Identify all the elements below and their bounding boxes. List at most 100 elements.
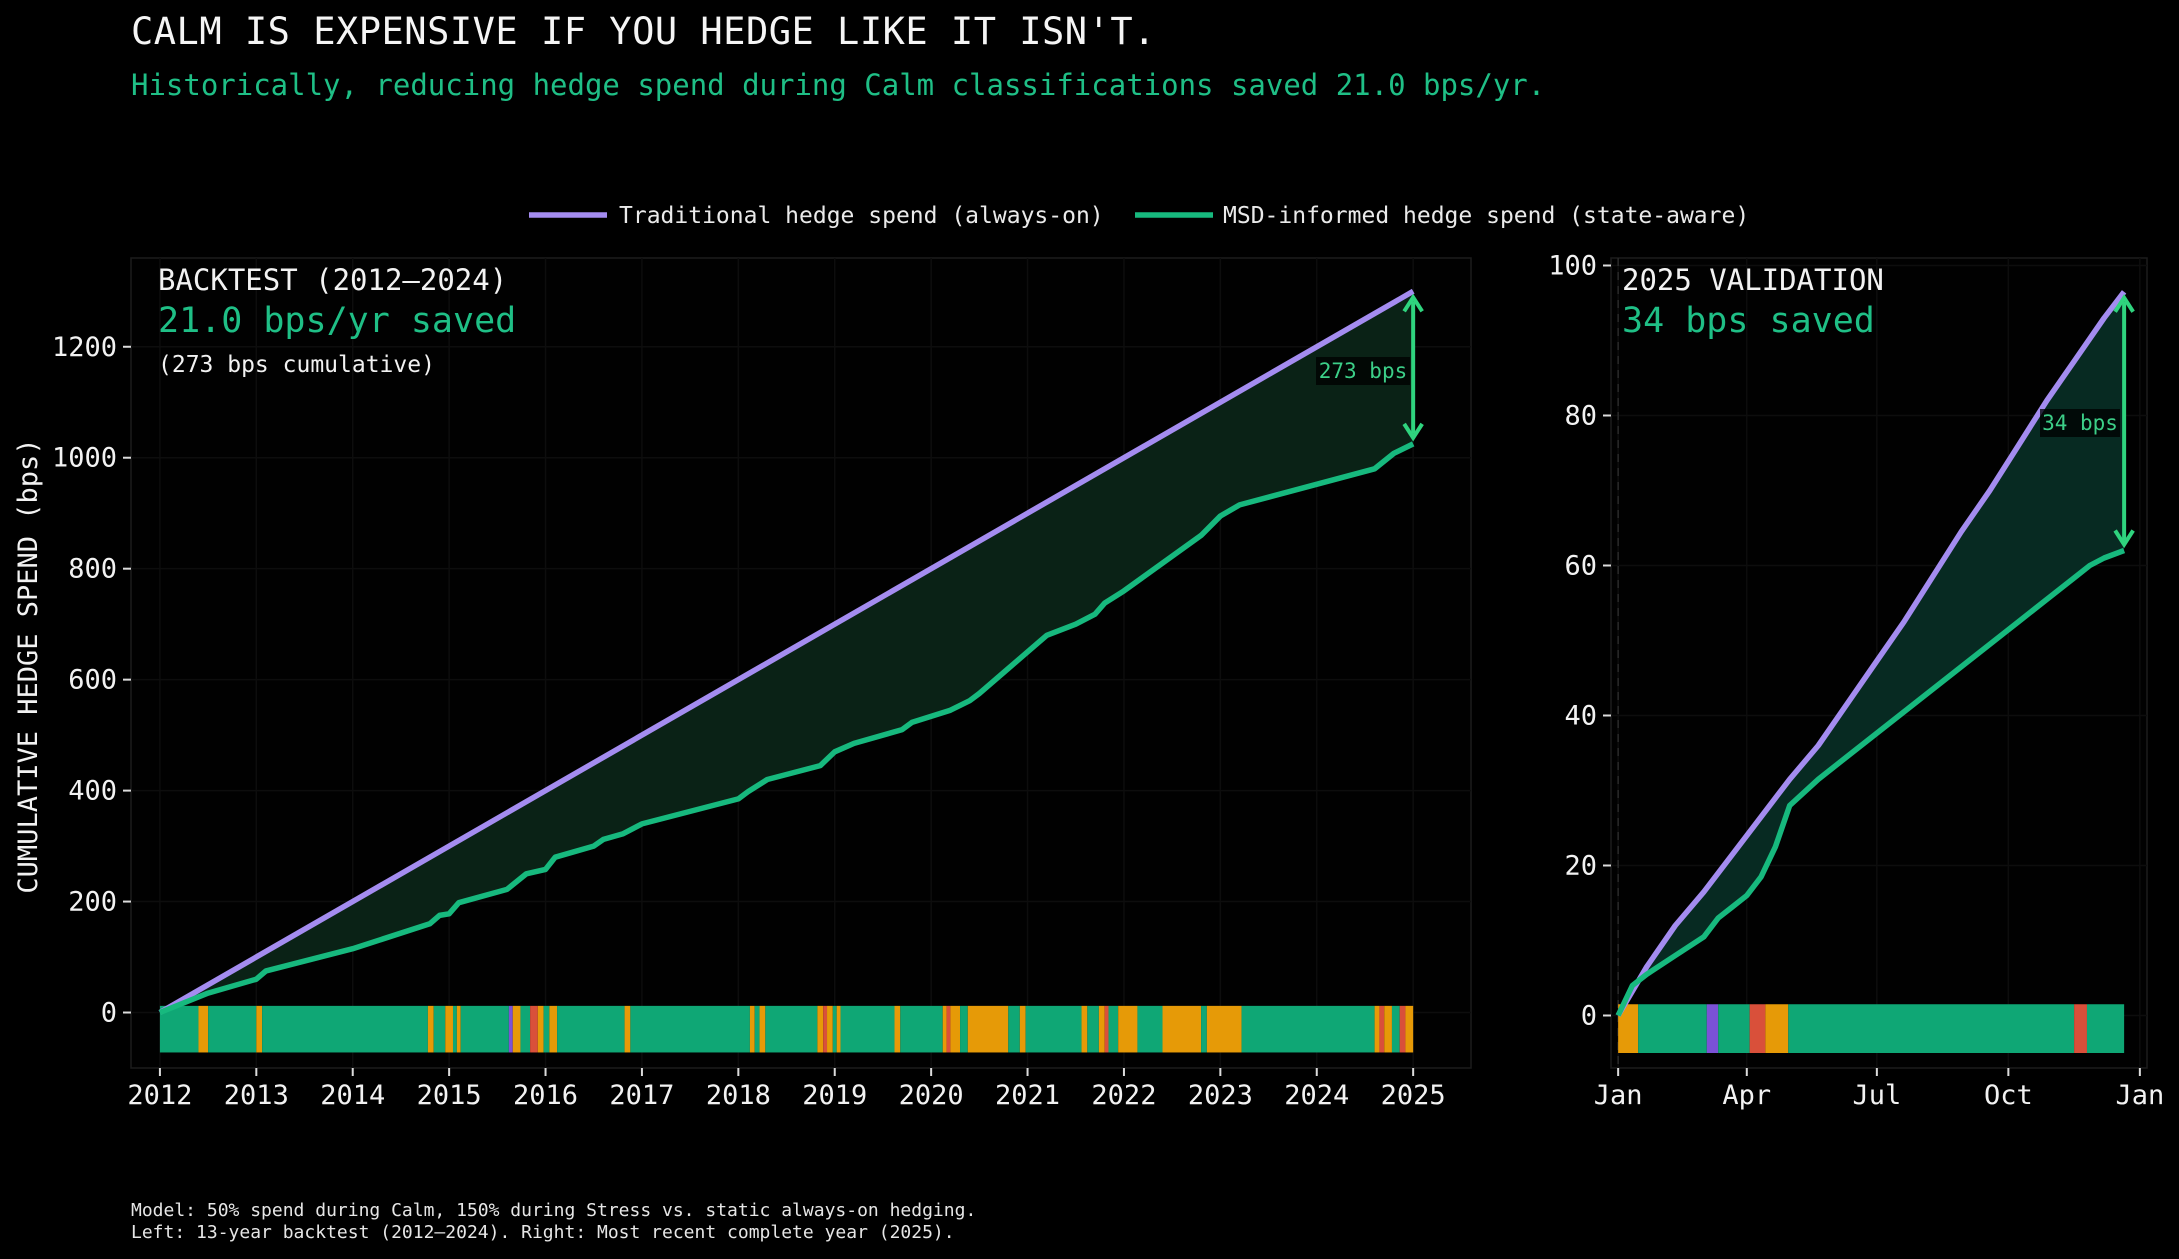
regime-segment-red: [1399, 1005, 1406, 1053]
x-tick-label: 2012: [127, 1080, 192, 1111]
regime-segment-purple: [508, 1005, 513, 1053]
regime-segment-orange: [1081, 1005, 1088, 1053]
regime-segment-orange: [1118, 1005, 1138, 1053]
validation-traditional-line: [1615, 290, 2127, 1017]
x-tick-label: 2014: [320, 1080, 385, 1111]
backtest-regime-bar: [159, 1005, 1414, 1053]
regime-segment-orange: [445, 1005, 453, 1053]
regime-segment-orange: [1206, 1005, 1242, 1053]
validation-savings-arrow: [2113, 294, 2135, 549]
y-tick-label: 60: [1564, 551, 1597, 582]
x-tick-label: 2013: [224, 1080, 289, 1111]
x-tick-label: 2016: [513, 1080, 578, 1111]
regime-segment-calm: [1241, 1005, 1375, 1053]
regime-segment-calm: [960, 1005, 968, 1053]
regime-segment-calm: [1087, 1005, 1099, 1053]
regime-segment-orange: [1019, 1005, 1026, 1053]
regime-segment-calm: [1201, 1005, 1207, 1053]
regime-segment-orange: [817, 1005, 824, 1053]
regime-segment-orange: [549, 1005, 558, 1053]
validation-regime-bar: [1618, 1004, 2125, 1053]
regime-segment-orange: [1374, 1005, 1380, 1053]
x-tick-label: Jan: [1594, 1080, 1643, 1111]
regime-segment-orange: [1405, 1005, 1414, 1053]
x-tick-label: 2020: [899, 1080, 964, 1111]
x-tick-label: 2023: [1188, 1080, 1253, 1111]
backtest-panel-label: BACKTEST (2012–2024): [158, 263, 507, 297]
validation-annotation-box: [2040, 409, 2120, 437]
regime-segment-orange: [537, 1005, 544, 1053]
regime-segment-calm: [1025, 1005, 1082, 1053]
x-tick-label: 2022: [1091, 1080, 1156, 1111]
regime-segment-red: [1104, 1005, 1109, 1053]
regime-segment-calm: [754, 1005, 760, 1053]
regime-segment-red: [946, 1005, 951, 1053]
y-tick-label: 0: [101, 998, 117, 1029]
backtest-annotation-box: [1316, 357, 1410, 385]
regime-segment-calm: [765, 1005, 818, 1053]
regime-segment-orange: [836, 1005, 841, 1053]
x-tick-label: 2018: [706, 1080, 771, 1111]
regime-segment-calm: [520, 1005, 531, 1053]
regime-segment-orange: [894, 1005, 901, 1053]
chart-subtitle: Historically, reducing hedge spend durin…: [131, 68, 1546, 102]
regime-segment-calm: [1638, 1004, 1707, 1053]
regime-segment-calm: [1718, 1004, 1750, 1053]
footer-notes: Model: 50% spend during Calm, 150% durin…: [131, 1200, 976, 1244]
regime-segment-red: [1749, 1004, 1766, 1053]
regime-segment-calm: [208, 1005, 257, 1053]
x-tick-label: 2017: [609, 1080, 674, 1111]
backtest-savings-arrow: [1402, 293, 1424, 442]
regime-segment-calm: [159, 1005, 199, 1053]
y-tick-label: 100: [1548, 251, 1597, 282]
regime-segment-calm: [262, 1005, 428, 1053]
x-tick-label: Jan: [2115, 1080, 2164, 1111]
regime-segment-orange: [749, 1005, 755, 1053]
regime-segment-red: [823, 1005, 828, 1053]
regime-segment-red: [530, 1005, 538, 1053]
regime-segment-orange: [759, 1005, 766, 1053]
regime-segment-orange: [624, 1005, 631, 1053]
backtest-saved-label: 21.0 bps/yr saved: [158, 301, 516, 341]
regime-segment-calm: [832, 1005, 837, 1053]
y-tick-label: 80: [1564, 401, 1597, 432]
footer-line-model: Model: 50% spend during Calm, 150% durin…: [131, 1200, 977, 1221]
x-tick-label: 2025: [1381, 1080, 1446, 1111]
legend: Traditional hedge spend (always-on) MSD-…: [529, 203, 1749, 229]
regime-segment-calm: [452, 1005, 457, 1053]
validation-msd-line: [1615, 547, 2126, 1017]
backtest-traditional-line: [158, 288, 1415, 1015]
regime-segment-red: [1379, 1005, 1385, 1053]
validation-panel-label: 2025 VALIDATION: [1622, 263, 1884, 297]
regime-segment-orange: [256, 1005, 263, 1053]
x-tick-label: 2021: [995, 1080, 1060, 1111]
backtest-panel: 2012 2013 2014 2015 2016 2017 2018 2019 2020 2021…: [52, 257, 1472, 1111]
validation-panel: Jan Apr Jul Oct Jan 0 20 40 60 80 100 34 bps 2025 …: [1548, 251, 2164, 1112]
y-tick-label: 40: [1564, 701, 1597, 732]
y-tick-label: 20: [1564, 851, 1597, 882]
regime-segment-orange: [1162, 1005, 1202, 1053]
y-tick-label: 1200: [52, 332, 117, 363]
regime-segment-purple: [1706, 1004, 1719, 1053]
x-tick-label: 2024: [1284, 1080, 1349, 1111]
x-tick-label: Apr: [1722, 1080, 1771, 1111]
regime-segment-calm: [1788, 1004, 2075, 1053]
validation-ticks: Jan Apr Jul Oct Jan 0 20 40 60 80 100: [1548, 251, 2164, 1112]
arrow-head-down: [1402, 422, 1424, 442]
backtest-annotation: 273 bps: [1319, 359, 1408, 383]
y-axis-label: CUMULATIVE HEDGE SPEND (bps): [13, 438, 44, 893]
regime-segment-orange: [950, 1005, 961, 1053]
regime-segment-calm: [1137, 1005, 1163, 1053]
regime-segment-orange: [512, 1005, 521, 1053]
regime-segment-calm: [1008, 1005, 1020, 1053]
x-tick-label: Jul: [1852, 1080, 1901, 1111]
arrow-head-up: [2113, 294, 2135, 313]
regime-segment-orange: [1384, 1005, 1392, 1053]
y-tick-label: 1000: [52, 443, 117, 474]
chart-title: CALM IS EXPENSIVE IF YOU HEDGE LIKE IT I…: [131, 10, 1156, 53]
regime-segment-calm: [900, 1005, 943, 1053]
x-tick-label: 2019: [802, 1080, 867, 1111]
regime-segment-orange: [198, 1005, 209, 1053]
y-tick-label: 0: [1581, 1001, 1597, 1032]
